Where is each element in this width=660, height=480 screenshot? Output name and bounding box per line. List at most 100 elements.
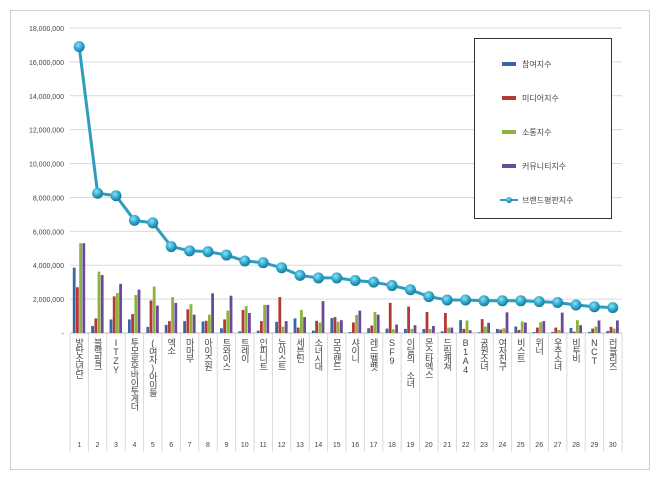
- y-tick-label: 6,000,000: [33, 229, 64, 236]
- rank-label: 8: [206, 442, 210, 449]
- rank-label: 5: [151, 442, 155, 449]
- bar-4: [229, 295, 233, 333]
- bar-4: [192, 314, 196, 333]
- bar-2: [388, 302, 392, 333]
- bar-3: [428, 328, 432, 333]
- category-label: NCT: [589, 338, 599, 365]
- category-label: 트와이스: [221, 338, 231, 370]
- bar-4: [340, 320, 343, 333]
- rank-label: 18: [388, 442, 396, 449]
- category-label: 블랙핑크: [93, 338, 103, 370]
- bar-4: [174, 302, 178, 333]
- bar-1: [312, 330, 315, 333]
- bar-3: [557, 329, 561, 333]
- bar-4: [248, 313, 251, 333]
- legend-swatch: [502, 96, 516, 100]
- bar-3: [226, 310, 230, 333]
- bar-2: [517, 329, 521, 333]
- category-label: 아이즈원: [203, 338, 213, 371]
- category-label: 샤이니: [350, 338, 360, 364]
- bar-3: [263, 304, 266, 333]
- category-label: 드림캐쳐: [442, 338, 452, 372]
- y-tick-label: 10,000,000: [29, 162, 64, 169]
- line-point: [184, 245, 196, 257]
- bar-2: [425, 311, 429, 333]
- bar-4: [100, 275, 104, 333]
- bar-2: [536, 327, 539, 333]
- bar-1: [477, 332, 481, 333]
- bar-3: [539, 322, 542, 333]
- category-label: 뉴이스트: [277, 338, 287, 370]
- bar-3: [373, 311, 377, 333]
- bar-3: [97, 271, 101, 333]
- bar-4: [119, 283, 122, 333]
- rank-label: 28: [572, 442, 580, 449]
- bar-1: [440, 331, 444, 333]
- bar-1: [606, 330, 610, 333]
- y-tick-label: -: [62, 331, 65, 338]
- rank-label: 13: [296, 442, 304, 449]
- bar-4: [487, 322, 490, 333]
- bar-3: [484, 326, 487, 333]
- bar-2: [186, 309, 190, 333]
- bar-1: [588, 331, 591, 333]
- bar-4: [560, 312, 564, 333]
- y-tick-label: 8,000,000: [33, 195, 64, 202]
- rank-label: 10: [241, 442, 249, 449]
- bar-2: [499, 329, 502, 333]
- bar-2: [572, 331, 576, 333]
- y-tick-label: 14,000,000: [29, 94, 64, 101]
- legend-box: [474, 38, 612, 219]
- bar-4: [597, 320, 601, 333]
- bar-3: [594, 326, 598, 333]
- line-point: [202, 246, 214, 258]
- bar-4: [413, 325, 417, 333]
- bar-1: [91, 325, 94, 333]
- bar-2: [149, 300, 153, 333]
- category-label: B1A4: [461, 338, 471, 374]
- line-point: [312, 272, 324, 284]
- line-point: [147, 217, 159, 229]
- line-point: [533, 296, 545, 308]
- bar-4: [432, 325, 435, 333]
- bar-2: [333, 317, 337, 333]
- legend-marker: [506, 197, 512, 203]
- bar-4: [542, 321, 546, 333]
- bar-3: [447, 327, 450, 333]
- line-point: [423, 291, 435, 303]
- legend-swatch: [502, 62, 516, 66]
- category-label: 우주소녀: [553, 338, 563, 372]
- line-point: [73, 41, 85, 53]
- y-tick-label: 18,000,000: [29, 26, 64, 33]
- category-label: 인피니트: [258, 338, 268, 370]
- bar-3: [318, 322, 322, 333]
- bar-4: [266, 304, 270, 333]
- bar-3: [612, 328, 616, 333]
- line-point: [331, 272, 343, 284]
- bar-2: [296, 327, 300, 333]
- line-point: [110, 190, 122, 202]
- bar-4: [137, 289, 141, 333]
- bar-2: [407, 306, 410, 333]
- rank-label: 21: [443, 442, 451, 449]
- line-point: [220, 249, 232, 261]
- bar-1: [128, 319, 131, 333]
- rank-label: 4: [132, 442, 136, 449]
- legend-swatch: [502, 130, 516, 134]
- bar-1: [330, 318, 334, 333]
- bar-2: [462, 328, 466, 333]
- rank-label: 30: [609, 442, 617, 449]
- line-point: [368, 276, 380, 288]
- bar-2: [591, 328, 594, 333]
- bar-2: [241, 309, 245, 333]
- bar-3: [355, 315, 358, 333]
- rank-label: 23: [480, 442, 488, 449]
- bar-3: [465, 320, 469, 333]
- bar-1: [496, 328, 499, 333]
- bar-3: [244, 306, 248, 333]
- bar-2: [131, 314, 134, 333]
- bar-2: [609, 326, 613, 333]
- line-point: [552, 297, 564, 308]
- category-label: 트레이: [240, 338, 250, 364]
- legend-label: 참여지수: [522, 59, 551, 69]
